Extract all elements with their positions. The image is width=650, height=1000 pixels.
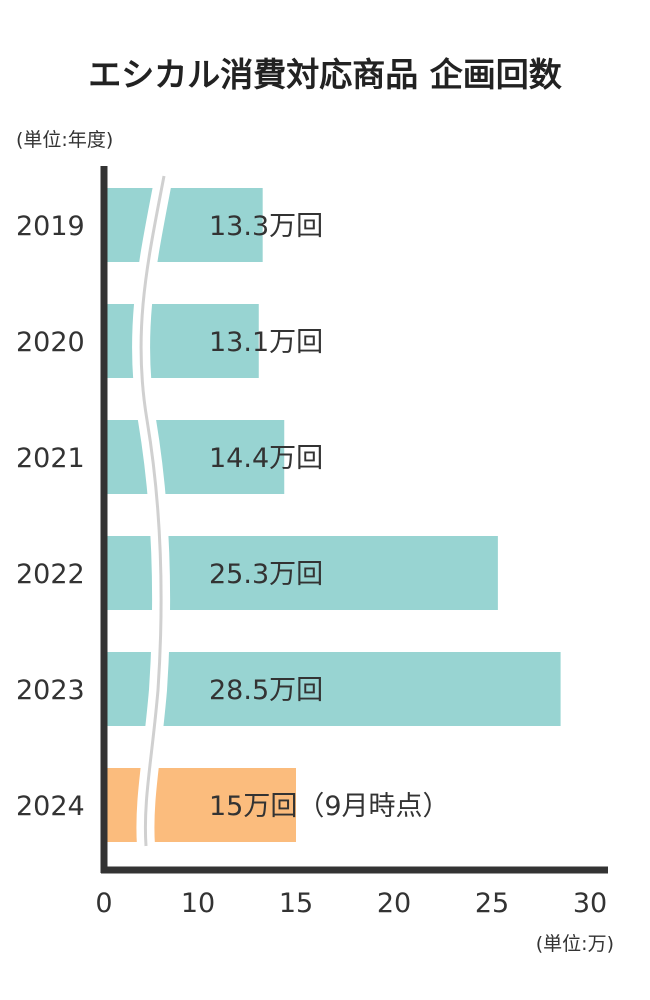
bar-2020: [104, 304, 259, 378]
bar-2023: [104, 652, 561, 726]
data-label-2023: 28.5万回: [209, 675, 323, 706]
x-axis-unit-label: (単位:万): [536, 933, 614, 955]
data-labels-group: 13.3万回 13.1万回 14.4万回 25.3万回 28.5万回 15万回（9月時点）: [209, 211, 450, 822]
bar-2019: [104, 188, 263, 262]
category-label-2024: 2024: [16, 791, 85, 822]
category-label-2020: 2020: [16, 327, 85, 358]
chart-title: エシカル消費対応商品 企画回数: [88, 55, 562, 94]
category-label-2021: 2021: [16, 443, 85, 474]
x-tick-15: 15: [279, 888, 313, 919]
bar-2024: [104, 768, 296, 842]
data-label-2024: 15万回（9月時点）: [209, 791, 450, 822]
axis-break-marker: [132, 174, 173, 847]
axis-break-line: [139, 175, 166, 847]
x-tick-25: 25: [475, 888, 509, 919]
category-labels-group: 2019 2020 2021 2022 2023 2024: [16, 211, 85, 822]
data-label-2021: 14.4万回: [209, 443, 323, 474]
bars-group: [104, 188, 561, 842]
x-tick-20: 20: [377, 888, 411, 919]
data-label-2022: 25.3万回: [209, 559, 323, 590]
data-label-2019: 13.3万回: [209, 211, 323, 242]
data-label-2020: 13.1万回: [209, 327, 323, 358]
category-label-2023: 2023: [16, 675, 85, 706]
axes-group: [100, 166, 608, 874]
category-label-2019: 2019: [16, 211, 85, 242]
x-tick-10: 10: [181, 888, 215, 919]
x-tick-30: 30: [573, 888, 607, 919]
x-tick-0: 0: [95, 888, 112, 919]
category-label-2022: 2022: [16, 559, 85, 590]
x-tick-labels-group: 0 10 15 20 25 30: [95, 888, 607, 919]
bar-2021: [104, 420, 285, 494]
y-axis-unit-label: (単位:年度): [16, 129, 113, 151]
